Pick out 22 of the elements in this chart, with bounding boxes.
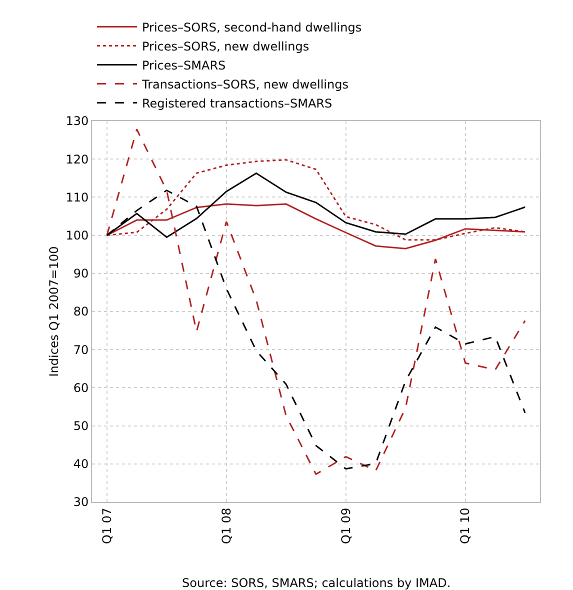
x-tick-label: Q1 10 (458, 508, 472, 544)
y-tick-label: 80 (73, 304, 89, 319)
legend-label: Prices–SORS, second-hand dwellings (142, 20, 362, 34)
y-tick-label: 130 (66, 114, 89, 128)
y-tick-label: 60 (73, 380, 89, 395)
y-tick-label: 120 (66, 152, 89, 166)
y-tick-label: 100 (66, 228, 89, 242)
y-tick-label: 50 (73, 419, 89, 433)
y-tick-label: 40 (73, 457, 89, 472)
x-tick-label: Q1 09 (338, 508, 353, 544)
x-tick-label: Q1 07 (100, 508, 114, 544)
y-tick-label: 110 (66, 190, 89, 204)
legend-label: Prices–SORS, new dwellings (142, 39, 310, 54)
y-tick-label: 30 (73, 495, 89, 510)
y-tick-label: 70 (73, 342, 89, 357)
legend-label: Prices–SMARS (142, 58, 226, 72)
y-axis-title: Indices Q1 2007=100 (47, 246, 61, 377)
x-tick-label: Q1 08 (219, 508, 234, 544)
legend-label: Transactions–SORS, new dwellings (141, 77, 348, 92)
source-note: Source: SORS, SMARS; calculations by IMAD. (182, 576, 451, 590)
y-tick-label: 90 (73, 266, 89, 281)
legend-label: Registered transactions–SMARS (142, 96, 332, 110)
